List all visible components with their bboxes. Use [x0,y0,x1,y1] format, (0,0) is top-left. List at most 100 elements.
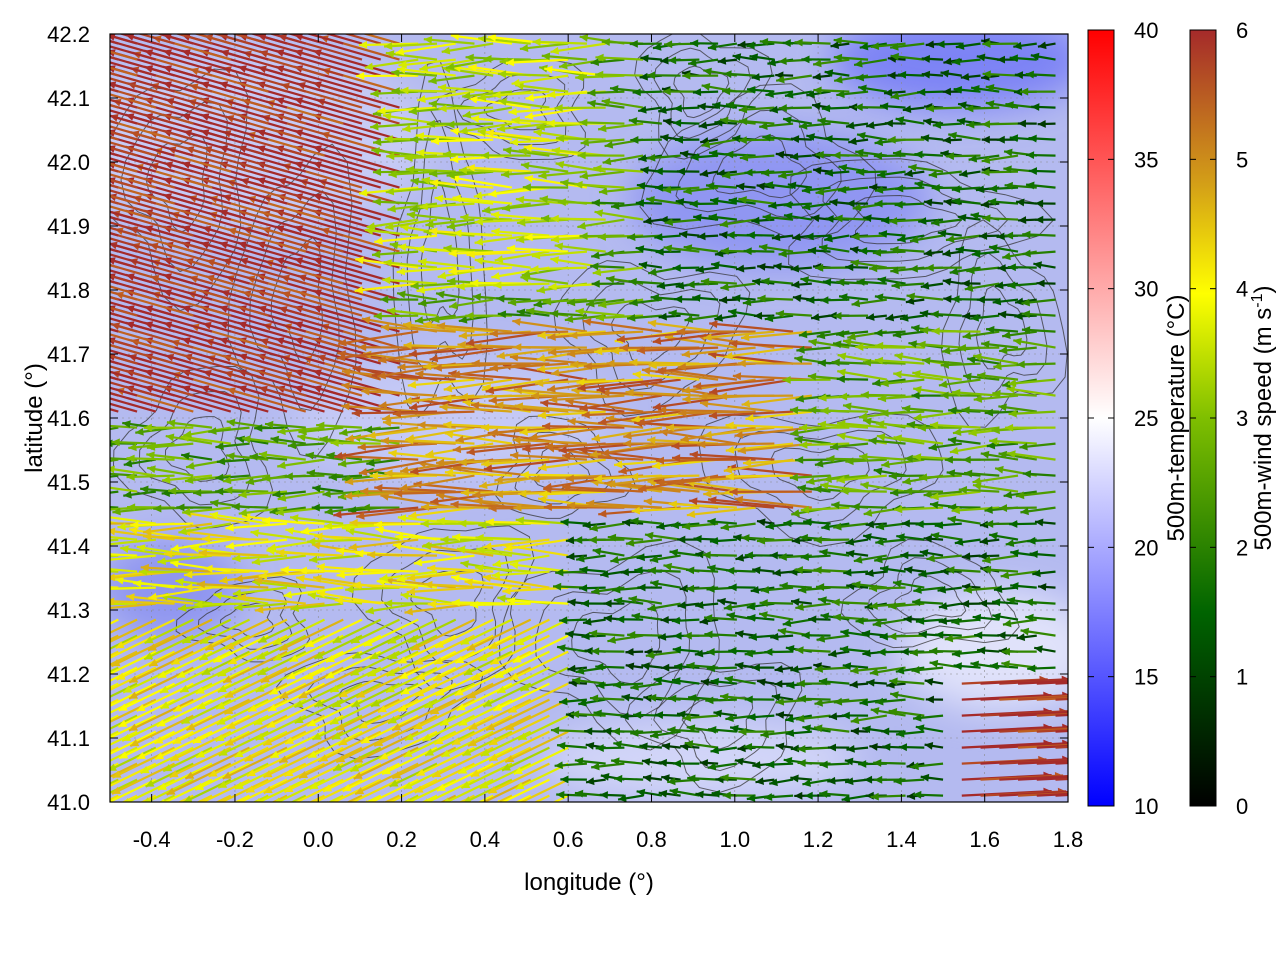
wind-arrow [819,548,850,557]
wind-arrow [599,791,625,799]
wind-arrow [769,778,794,787]
wind-arrow [1025,613,1056,622]
wind-arrow [756,536,794,545]
wind-arrow [575,554,606,563]
wind-arrow [485,518,550,526]
colorbar-tick-label: 30 [1134,277,1158,302]
wind-arrow [935,631,962,639]
wind-arrow [722,791,756,800]
wind-arrow [201,650,251,676]
wind-arrow [352,581,419,590]
wind-arrow [953,662,981,670]
wind-arrow [699,617,719,626]
wind-arrow [468,698,532,731]
wind-arrow [706,664,737,673]
contour-line [420,179,460,324]
wind-arrow [233,730,288,758]
contour-line [498,539,720,751]
wind-arrow [110,666,138,682]
wind-arrow [471,650,532,682]
wind-arrow [562,452,644,461]
wind-arrow [410,618,475,652]
wind-arrow [464,578,531,589]
contour-line [770,446,870,502]
wind-arrow [630,517,663,526]
wind-arrow [110,474,119,478]
wind-arrow [405,778,457,802]
wind-arrow [785,729,812,738]
wind-arrow [585,777,606,786]
wind-arrow [900,551,925,560]
wind-arrow [514,794,532,802]
wind-arrow [588,629,625,638]
wind-arrow [504,730,569,763]
wind-arrow [180,698,232,725]
wind-arrow [440,535,494,544]
wind-arrow [889,677,925,686]
wind-arrow [346,794,363,802]
wind-arrow [630,682,663,691]
wind-arrow [1024,598,1056,607]
wind-arrow [196,794,213,802]
wind-arrow [503,538,569,553]
wind-arrow [370,682,419,708]
wind-arrow [279,618,344,652]
wind-arrow [123,458,156,468]
wind-arrow [1029,550,1056,559]
wind-arrow [434,618,494,649]
wind-arrow [735,630,756,638]
wind-arrow [631,612,663,621]
wind-arrow [277,490,325,502]
wind-arrow [415,746,475,777]
wind-arrow [800,553,831,561]
wind-arrow [582,521,606,529]
wind-arrow [232,586,288,597]
wind-arrow [668,500,737,509]
wind-arrow [306,469,344,478]
wind-arrow [252,794,269,802]
wind-arrow [1036,712,1068,717]
wind-arrow [559,616,587,625]
wind-arrow [644,531,681,541]
wind-arrow [363,618,419,647]
wind-arrow [253,698,307,726]
y-tick-label: 41.7 [47,342,90,367]
wind-arrow [256,634,307,661]
contour-line [624,661,803,793]
wind-arrow [354,762,419,796]
wind-arrow [789,473,831,482]
contour-line [653,679,778,772]
wind-arrow [110,535,138,541]
wind-arrow [578,698,606,707]
wind-arrow [751,663,775,672]
wind-arrow [311,503,344,512]
wind-arrow [572,676,606,685]
wind-arrow [813,566,850,575]
wind-arrow [800,505,850,514]
wind-arrow [533,794,550,802]
wind-arrow [517,714,569,741]
wind-arrow [387,618,438,645]
wind-arrow [797,745,831,753]
wind-arrow [896,533,925,541]
wind-arrow [356,506,438,520]
wind-arrow [1036,728,1068,733]
wind-arrow [488,714,550,746]
wind-arrow [126,454,175,463]
wind-arrow [946,469,981,478]
wind-arrow [960,599,981,608]
wind-arrow [842,662,869,670]
wind-arrow [747,613,775,622]
wind-arrow [874,697,906,706]
wind-arrow [607,533,644,542]
wind-arrow [272,618,325,646]
wind-arrow [254,602,325,614]
wind-arrow [894,505,944,514]
wind-arrow [364,794,382,802]
wind-arrow [160,682,213,710]
wind-arrow [159,666,213,694]
wind-arrow [147,618,213,652]
wind-arrow [226,452,269,461]
contour-line [675,109,842,220]
wind-arrow [286,650,344,680]
